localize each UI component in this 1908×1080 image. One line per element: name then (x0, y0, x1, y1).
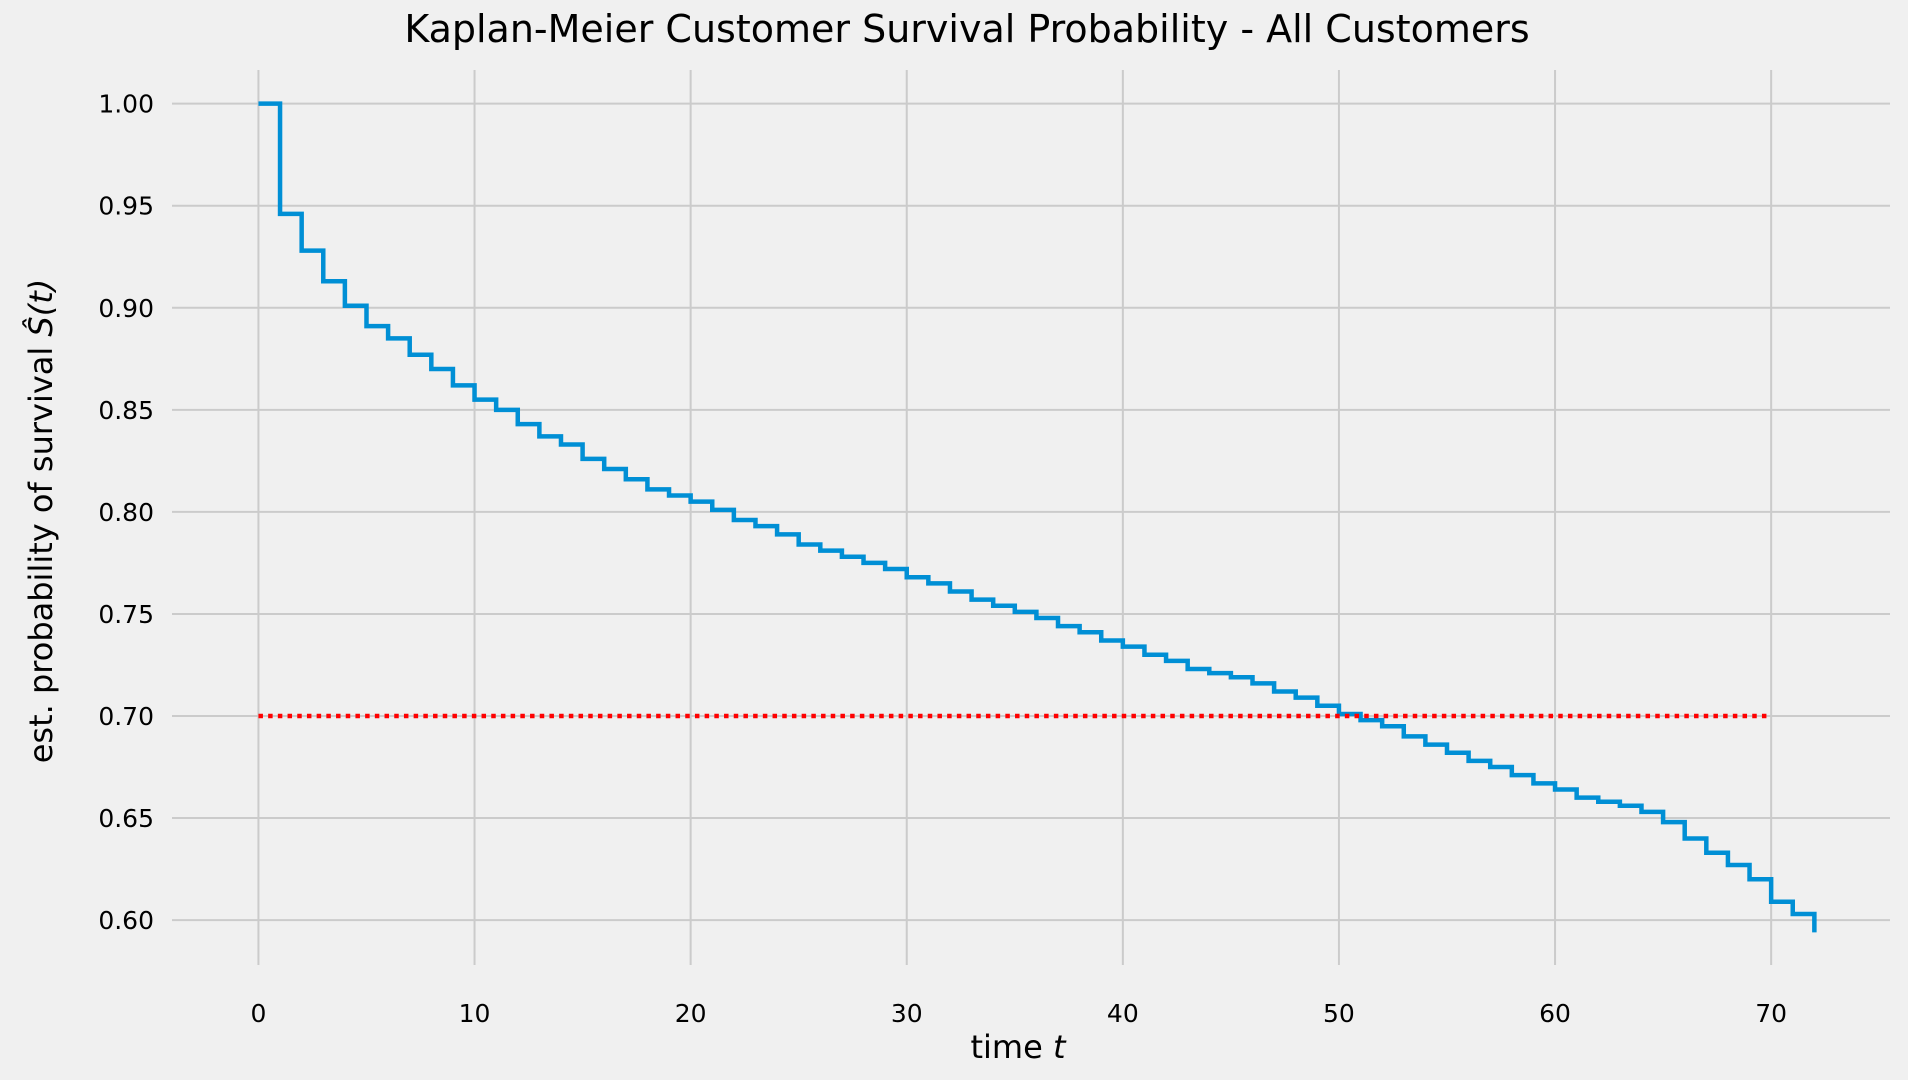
x-tick-label-4: 40 (1107, 999, 1139, 1028)
y-tick-labels: 0.60 0.65 0.70 0.75 0.80 0.85 0.90 0.95 1.00 (98, 90, 154, 935)
x-tick-label-6: 60 (1539, 999, 1571, 1028)
y-tick-label-1: 0.65 (98, 804, 154, 833)
y-tick-label-8: 1.00 (98, 90, 154, 119)
x-tick-labels: 0 10 20 30 40 50 60 70 (250, 999, 1787, 1028)
x-tick-label-5: 50 (1323, 999, 1355, 1028)
y-tick-label-2: 0.70 (98, 702, 154, 731)
x-tick-label-0: 0 (250, 999, 266, 1028)
x-axis-label-prefix: time (970, 1028, 1052, 1066)
y-tick-label-6: 0.90 (98, 294, 154, 323)
x-axis-label: time t (970, 1028, 1066, 1066)
x-tick-label-1: 10 (459, 999, 491, 1028)
y-axis-label-variable: Ŝ(t) (21, 279, 60, 337)
chart-title: Kaplan-Meier Customer Survival Probabili… (404, 7, 1529, 51)
series-layer (258, 101, 1817, 933)
y-tick-label-3: 0.75 (98, 600, 154, 629)
x-tick-label-2: 20 (675, 999, 707, 1028)
x-tick-label-7: 70 (1755, 999, 1787, 1028)
y-axis-label-prefix: est. probability of survival (22, 337, 60, 764)
y-tick-label-4: 0.80 (98, 498, 154, 527)
survival-step-line (258, 101, 1817, 933)
y-axis-label: est. probability of survival Ŝ(t) (21, 279, 60, 764)
x-tick-label-3: 30 (891, 999, 923, 1028)
y-tick-label-5: 0.85 (98, 396, 154, 425)
y-tick-label-7: 0.95 (98, 192, 154, 221)
y-tick-label-0: 0.60 (98, 906, 154, 935)
x-grid (257, 70, 1773, 965)
y-grid (172, 102, 1890, 922)
x-axis-label-variable: t (1053, 1028, 1067, 1066)
